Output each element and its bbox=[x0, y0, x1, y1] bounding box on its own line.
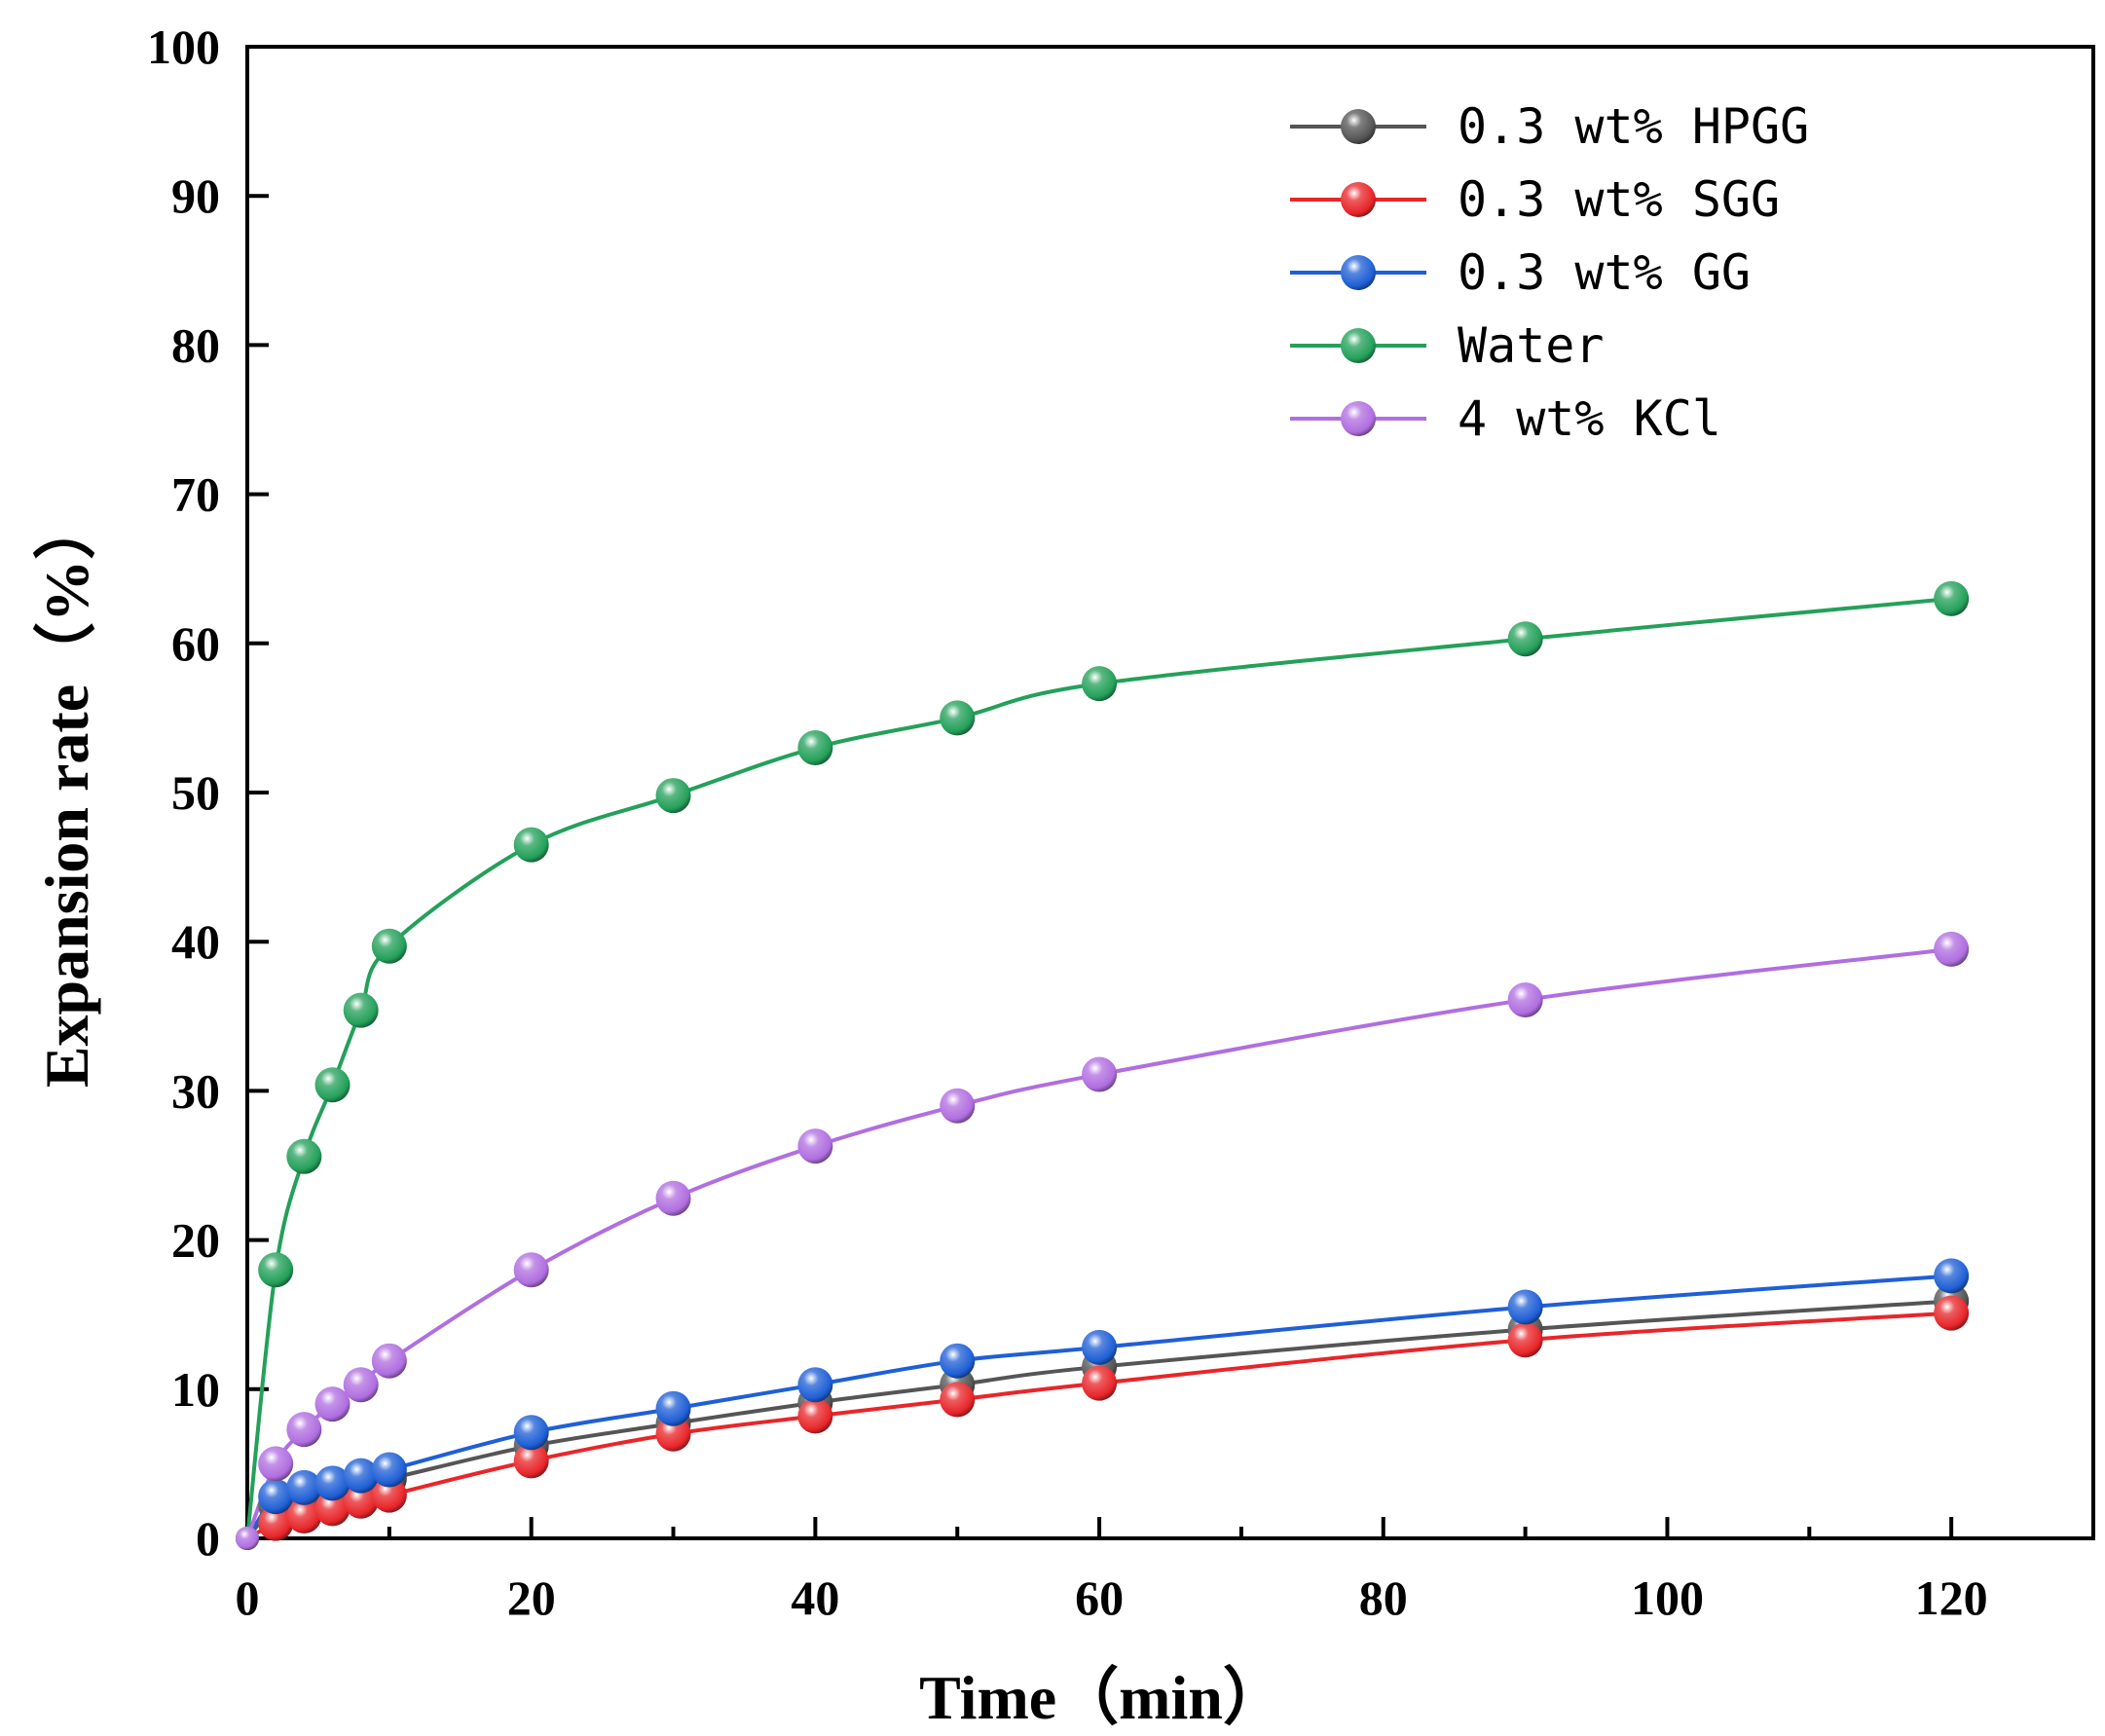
legend-label: 4 wt% KCl bbox=[1458, 390, 1721, 447]
x-tick-label: 40 bbox=[791, 1570, 839, 1625]
y-tick-label: 20 bbox=[171, 1213, 220, 1268]
x-tick-label: 120 bbox=[1915, 1570, 1988, 1625]
data-point bbox=[371, 1477, 407, 1513]
data-point bbox=[314, 1386, 351, 1422]
data-point bbox=[1934, 931, 1970, 967]
legend-label: 0.3 wt% GG bbox=[1458, 244, 1751, 301]
data-point bbox=[797, 1398, 833, 1434]
data-point bbox=[797, 730, 833, 766]
series-line bbox=[245, 1274, 1952, 1540]
y-tick-label: 0 bbox=[196, 1511, 220, 1566]
data-point bbox=[513, 1252, 549, 1288]
data-point bbox=[371, 1343, 407, 1379]
y-tick-label: 10 bbox=[171, 1362, 220, 1417]
axis-ticks: 0 20 40 60 80 100 120 0 10 20 30 40 50 60 70 80 90 100 bbox=[147, 19, 1988, 1625]
data-point bbox=[286, 1138, 322, 1174]
x-axis-title: Time（min） bbox=[919, 1663, 1285, 1732]
data-point bbox=[513, 1415, 549, 1451]
legend: 0.3 wt% HPGG 0.3 wt% SGG 0.3 wt% GG Water 4 … bbox=[1290, 98, 1809, 447]
data-point bbox=[1507, 621, 1543, 657]
plot-frame bbox=[245, 45, 2095, 1540]
data-point bbox=[940, 1382, 976, 1418]
data-point bbox=[343, 1458, 379, 1494]
data-point bbox=[286, 1498, 322, 1534]
data-point bbox=[343, 1367, 379, 1403]
data-point bbox=[343, 1483, 379, 1519]
data-point bbox=[655, 778, 691, 814]
data-point bbox=[797, 1367, 833, 1403]
y-tick-label: 100 bbox=[147, 19, 220, 74]
data-point bbox=[1082, 1056, 1118, 1092]
x-tick-label: 80 bbox=[1359, 1570, 1408, 1625]
y-tick-label: 70 bbox=[171, 467, 220, 522]
data-point bbox=[314, 1465, 351, 1501]
y-tick-label: 60 bbox=[171, 616, 220, 671]
y-tick-label: 50 bbox=[171, 765, 220, 820]
data-point bbox=[258, 1479, 294, 1515]
legend-marker bbox=[1341, 255, 1376, 290]
data-point bbox=[258, 1446, 294, 1482]
data-point bbox=[1082, 1365, 1118, 1401]
data-point bbox=[797, 1128, 833, 1164]
legend-label: 0.3 wt% HPGG bbox=[1458, 98, 1809, 155]
data-point bbox=[1507, 981, 1543, 1017]
data-point bbox=[314, 1491, 351, 1527]
legend-marker bbox=[1341, 182, 1376, 217]
y-tick-label: 40 bbox=[171, 914, 220, 969]
x-tick-label: 100 bbox=[1631, 1570, 1704, 1625]
y-tick-label: 80 bbox=[171, 317, 220, 372]
y-axis-title: Expansion rate（%） bbox=[32, 498, 101, 1088]
x-tick-label: 20 bbox=[507, 1570, 556, 1625]
data-point bbox=[1934, 1258, 1970, 1294]
data-point bbox=[371, 1452, 407, 1488]
data-point bbox=[1934, 580, 1970, 616]
data-point bbox=[314, 1067, 351, 1103]
data-point bbox=[1507, 1322, 1543, 1358]
data-point bbox=[343, 992, 379, 1028]
legend-label: Water bbox=[1458, 317, 1605, 374]
x-tick-label: 0 bbox=[236, 1570, 260, 1625]
data-point bbox=[286, 1412, 322, 1448]
series-points bbox=[236, 580, 1970, 1550]
legend-label: 0.3 wt% SGG bbox=[1458, 171, 1780, 228]
data-point bbox=[940, 1343, 976, 1379]
legend-marker bbox=[1341, 401, 1376, 436]
data-point bbox=[258, 1505, 294, 1541]
data-point bbox=[236, 1527, 259, 1550]
data-point bbox=[655, 1180, 691, 1216]
data-point bbox=[286, 1469, 322, 1505]
data-point bbox=[655, 1416, 691, 1452]
y-tick-label: 30 bbox=[171, 1063, 220, 1118]
data-point bbox=[513, 827, 549, 863]
data-point bbox=[940, 1088, 976, 1124]
data-point bbox=[1082, 666, 1118, 702]
data-point bbox=[258, 1252, 294, 1288]
x-tick-label: 60 bbox=[1075, 1570, 1124, 1625]
data-point bbox=[371, 928, 407, 964]
data-point bbox=[1082, 1329, 1118, 1365]
data-point bbox=[513, 1443, 549, 1479]
data-point bbox=[1507, 1289, 1543, 1325]
data-point bbox=[655, 1390, 691, 1426]
legend-marker bbox=[1341, 109, 1376, 144]
y-tick-label: 90 bbox=[171, 168, 220, 223]
data-point bbox=[1934, 1295, 1970, 1331]
data-point bbox=[940, 700, 976, 736]
legend-marker bbox=[1341, 328, 1376, 363]
